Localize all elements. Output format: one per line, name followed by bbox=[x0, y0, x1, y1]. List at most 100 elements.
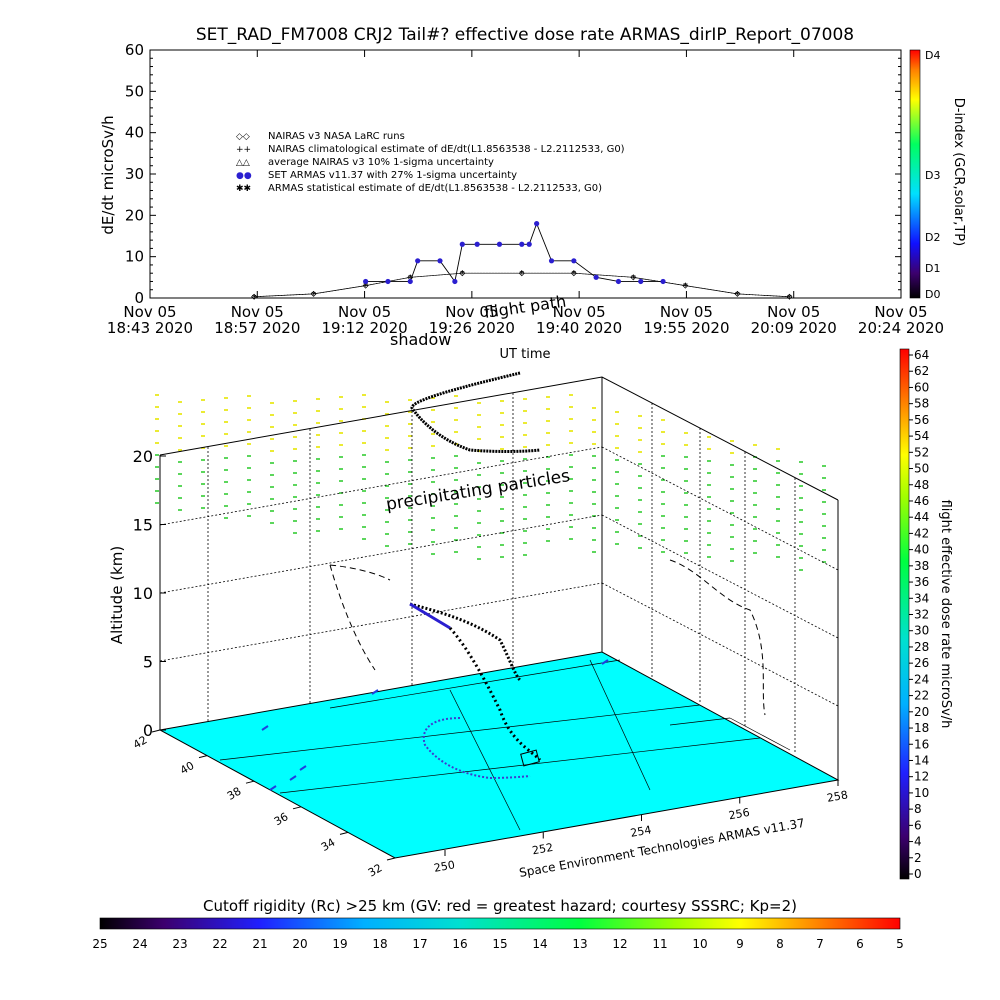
latlon-axes: 42 40 38 36 34 32 250 252 254 256 258 bbox=[131, 729, 849, 880]
armas-estimate-point: * bbox=[311, 290, 316, 301]
shadow-label: shadow bbox=[390, 330, 451, 349]
armas-point bbox=[526, 241, 532, 247]
legend-symbol: ✱✱ bbox=[236, 184, 251, 194]
colorbar-tick-label: 16 bbox=[914, 737, 929, 751]
legend-symbol: ●● bbox=[236, 171, 252, 181]
cutoff-tick-label: 20 bbox=[292, 937, 307, 951]
armas-estimate-point: * bbox=[363, 282, 368, 293]
colorbar-tick-label: 28 bbox=[914, 640, 929, 654]
nairas-point bbox=[518, 270, 525, 277]
colorbar-tick-label: 48 bbox=[914, 478, 929, 492]
colorbar-tick-label: 34 bbox=[914, 591, 929, 605]
lon-tick-label: 256 bbox=[728, 806, 751, 822]
x-tick-time: 19:55 2020 bbox=[643, 319, 729, 337]
lat-tick-label: 34 bbox=[319, 836, 338, 854]
rigidity-feature bbox=[371, 689, 379, 695]
cutoff-tick-label: 8 bbox=[776, 937, 784, 951]
legend-entry: ARMAS statistical estimate of dE/dt(L1.8… bbox=[268, 183, 602, 194]
airport-marker bbox=[520, 749, 540, 767]
nairas-point bbox=[786, 293, 793, 300]
cutoff-tick-label: 23 bbox=[172, 937, 187, 951]
x-tick-date: Nov 05 bbox=[553, 303, 606, 321]
armas-point bbox=[593, 274, 599, 280]
cutoff-rigidity-ticks: 25 24 23 22 21 20 19 18 17 16 15 14 13 12 11 10 9 8 7 6 5 bbox=[92, 937, 903, 951]
armas-point bbox=[474, 241, 480, 247]
armas-estimate-point: * bbox=[519, 269, 524, 280]
colorbar-tick-label: 2 bbox=[914, 851, 922, 865]
d-index-tick: D4 bbox=[925, 49, 940, 62]
report-title: SET_RAD_FM7008 CRJ2 Tail#? effective dos… bbox=[196, 25, 854, 45]
y-tick-label: 60 bbox=[125, 41, 144, 59]
d-index-label: D-index (GCR,solar,TP) bbox=[951, 98, 966, 246]
cutoff-tick-label: 7 bbox=[816, 937, 824, 951]
lat-tick-label: 36 bbox=[272, 810, 291, 828]
rigidity-feature bbox=[601, 659, 609, 665]
y-tick-label: 30 bbox=[125, 165, 144, 183]
cutoff-tick-label: 9 bbox=[736, 937, 744, 951]
cutoff-tick-label: 10 bbox=[692, 937, 707, 951]
nairas-point bbox=[459, 270, 466, 277]
colorbar-tick-label: 18 bbox=[914, 721, 929, 735]
colorbar-tick-label: 62 bbox=[914, 364, 929, 378]
armas-point bbox=[385, 278, 391, 285]
armas-point bbox=[571, 258, 577, 264]
cutoff-tick-label: 11 bbox=[652, 937, 667, 951]
shadow-path bbox=[329, 564, 376, 671]
lon-tick-label: 258 bbox=[826, 788, 849, 804]
colorbar-tick-label: 4 bbox=[914, 835, 922, 849]
altitude-axis: 0 5 10 15 20 bbox=[133, 447, 166, 740]
colorbar-tick-label: 20 bbox=[914, 705, 929, 719]
cutoff-tick-label: 12 bbox=[612, 937, 627, 951]
y-tick-label: 10 bbox=[125, 248, 144, 266]
lat-tick bbox=[151, 729, 161, 733]
colorbar-tick-label: 50 bbox=[914, 462, 929, 476]
cutoff-tick-label: 25 bbox=[92, 937, 107, 951]
rigidity-feature bbox=[261, 725, 269, 731]
nairas-point bbox=[630, 274, 637, 281]
armas-point bbox=[615, 278, 622, 285]
armas-estimate-point: * bbox=[787, 293, 792, 304]
colorbar-tick-label: 46 bbox=[914, 494, 929, 508]
state-boundaries bbox=[219, 659, 791, 831]
dose-rate-colorbar-bar bbox=[899, 348, 910, 880]
armas-series-line bbox=[365, 222, 664, 283]
lat-tick bbox=[292, 806, 302, 810]
cutoff-tick-label: 17 bbox=[412, 937, 427, 951]
nairas-point bbox=[734, 290, 741, 297]
top-y-axis-label: dE/dt microSv/h bbox=[99, 115, 117, 234]
lat-tick-label: 32 bbox=[366, 861, 385, 879]
armas-point bbox=[415, 258, 421, 264]
nairas-point bbox=[682, 282, 689, 289]
top-x-axis-label: UT time bbox=[500, 347, 551, 362]
rigidity-feature bbox=[269, 785, 277, 791]
dose-rate-colorbar: 6462605856545250484644424038363432302826… bbox=[899, 348, 953, 881]
cutoff-tick-label: 5 bbox=[896, 937, 904, 951]
flight-path-mid bbox=[409, 602, 522, 682]
legend-symbol: △△ bbox=[236, 158, 250, 168]
lat-tick bbox=[339, 831, 349, 835]
x-tick-date: Nov 05 bbox=[767, 303, 820, 321]
altitude-tick-label: 0 bbox=[143, 721, 153, 740]
cutoff-tick-label: 6 bbox=[856, 937, 864, 951]
legend-entry: SET ARMAS v11.37 with 27% 1-sigma uncert… bbox=[268, 170, 517, 181]
d-index-tick: D0 bbox=[925, 288, 940, 301]
back-wall-grid bbox=[159, 393, 839, 753]
legend-symbol: ◇◇ bbox=[236, 132, 250, 142]
x-tick-time: 19:26 2020 bbox=[429, 319, 515, 337]
colorbar-tick-label: 14 bbox=[914, 753, 929, 767]
armas-point bbox=[437, 258, 443, 264]
flight-3d-scene: 0 5 10 15 20 Altitude (km) precipitating par… bbox=[108, 371, 849, 880]
top-y-axis: 0 10 20 30 40 50 60 bbox=[125, 41, 901, 307]
y-tick-label: 40 bbox=[125, 124, 144, 142]
d-index-colorbar bbox=[909, 49, 921, 299]
cutoff-tick-label: 21 bbox=[252, 937, 267, 951]
colorbar-tick-label: 54 bbox=[914, 429, 929, 443]
colorbar-tick-label: 8 bbox=[914, 802, 922, 816]
shadow-path bbox=[669, 559, 766, 716]
top-legend: ◇◇ NAIRAS v3 NASA LaRC runs ++ NAIRAS cl… bbox=[236, 131, 625, 194]
colorbar-tick-label: 30 bbox=[914, 624, 929, 638]
lat-tick-label: 38 bbox=[225, 785, 244, 803]
top-plot-frame bbox=[149, 49, 902, 299]
colorbar-tick-label: 36 bbox=[914, 575, 929, 589]
